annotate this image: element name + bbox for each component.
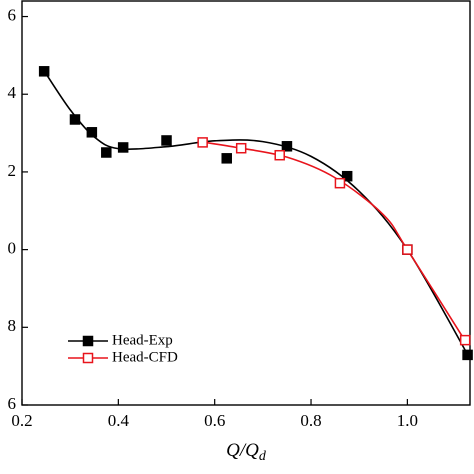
y-tick-label: 2	[8, 161, 17, 180]
y-tick-label: 6	[8, 394, 17, 413]
marker	[101, 147, 112, 158]
marker	[69, 114, 81, 125]
marker	[161, 135, 172, 146]
marker	[117, 142, 129, 153]
x-tick-label: 0.2	[11, 411, 32, 430]
legend-label: Head-Exp	[112, 332, 173, 348]
marker	[462, 349, 473, 361]
y-tick-label: 0	[8, 239, 17, 258]
y-tick-label: 4	[8, 83, 17, 102]
fit-line	[202, 141, 466, 342]
fit-line	[43, 70, 469, 355]
y-tick-label: 6	[8, 5, 17, 24]
plot-frame	[21, 0, 471, 406]
legend-marker	[82, 352, 94, 364]
x-tick-label: 0.8	[300, 411, 321, 430]
marker	[274, 149, 285, 161]
legend-marker	[82, 335, 94, 347]
marker	[38, 66, 50, 77]
marker	[334, 177, 346, 189]
marker	[341, 170, 353, 182]
marker	[221, 153, 232, 164]
y-tick-label: 8	[8, 316, 17, 335]
marker	[459, 334, 471, 346]
marker	[86, 127, 98, 138]
legend-label: Head-CFD	[112, 349, 178, 365]
marker	[402, 244, 413, 255]
marker	[197, 137, 208, 148]
x-tick-label: 1.0	[397, 411, 418, 430]
x-tick-label: 0.6	[204, 411, 225, 430]
x-axis-label: Q/Qd	[226, 440, 267, 464]
x-tick-label: 0.4	[108, 411, 130, 430]
marker	[281, 141, 293, 152]
marker	[235, 142, 247, 154]
